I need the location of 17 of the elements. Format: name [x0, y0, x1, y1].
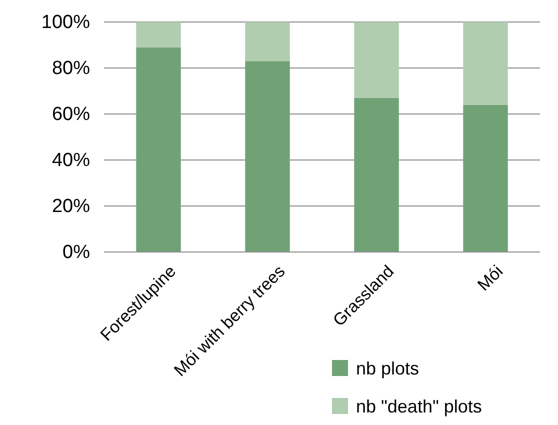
bar [354, 98, 399, 252]
bar [136, 47, 181, 252]
legend-label: nb "death" plots [356, 396, 482, 416]
bar [245, 22, 290, 62]
y-tick-label: 20% [52, 196, 90, 218]
bar [245, 61, 290, 252]
x-tick-label: Mói [474, 262, 507, 295]
y-tick-label: 40% [52, 150, 90, 172]
bar [136, 22, 181, 48]
y-tick-label: 80% [52, 58, 90, 80]
y-tick-label: 100% [41, 12, 90, 34]
bar [463, 22, 508, 105]
legend-label: nb plots [356, 358, 420, 378]
y-tick-label: 0% [62, 242, 90, 264]
bar [463, 104, 508, 252]
y-tick-label: 60% [52, 104, 90, 126]
bar [354, 22, 399, 98]
